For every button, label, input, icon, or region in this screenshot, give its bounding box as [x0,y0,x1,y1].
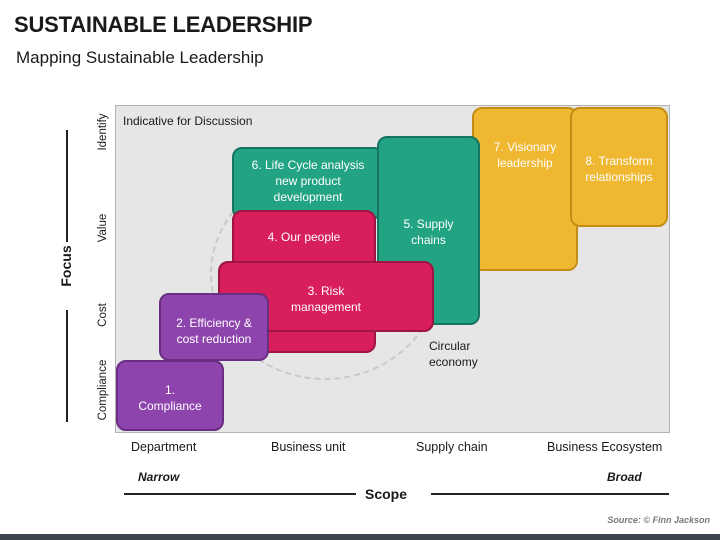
x-axis-narrow: Narrow [138,470,180,484]
x-axis-broad: Broad [607,470,642,484]
box-compliance: 1. Compliance [116,360,224,431]
y-axis-title: Focus [58,245,74,287]
y-level-identify: Identify [97,113,109,151]
y-level-cost: Cost [97,303,109,327]
circular-economy-label: Circular economy [429,339,478,369]
x-level-business-ecosystem: Business Ecosystem [547,440,663,454]
x-level-supply-chain: Supply chain [416,440,488,454]
box-life-cycle-analysis: 6. Life Cycle analysis new product develop… [232,147,384,219]
page-title: SUSTAINABLE LEADERSHIP [14,12,313,37]
y-axis-line-bottom [66,310,68,422]
y-level-compliance: Compliance [97,359,109,421]
y-level-value: Value [97,213,109,243]
x-axis-line-right [431,493,669,495]
box-transform-relationships: 8. Transform relationships [570,107,668,227]
y-axis-line-top [66,130,68,242]
source-credit: Source: © Finn Jackson [607,515,710,525]
x-axis-title: Scope [365,486,408,502]
x-level-department: Department [131,440,197,454]
x-level-business-unit: Business unit [271,440,346,454]
box-efficiency-cost-reduction: 2. Efficiency & cost reduction [159,293,269,361]
discussion-note: Indicative for Discussion [123,114,253,128]
box-visionary-leadership: 7. Visionary leadership [472,107,578,271]
x-axis-line-left [124,493,356,495]
bottom-bar [0,534,720,540]
page-subtitle: Mapping Sustainable Leadership [16,48,264,67]
